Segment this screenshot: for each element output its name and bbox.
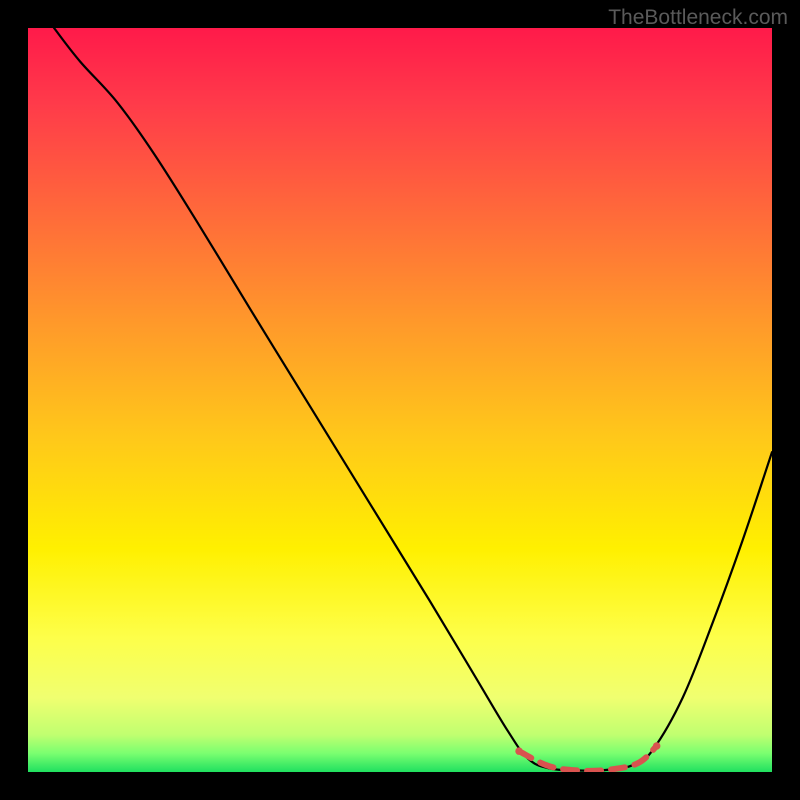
valley-marker-endcap-1 (653, 742, 661, 750)
chart-background (28, 28, 772, 772)
chart-plot-area (28, 28, 772, 772)
valley-marker-endcap-0 (515, 747, 523, 755)
watermark-text: TheBottleneck.com (608, 6, 788, 30)
chart-svg (28, 28, 772, 772)
